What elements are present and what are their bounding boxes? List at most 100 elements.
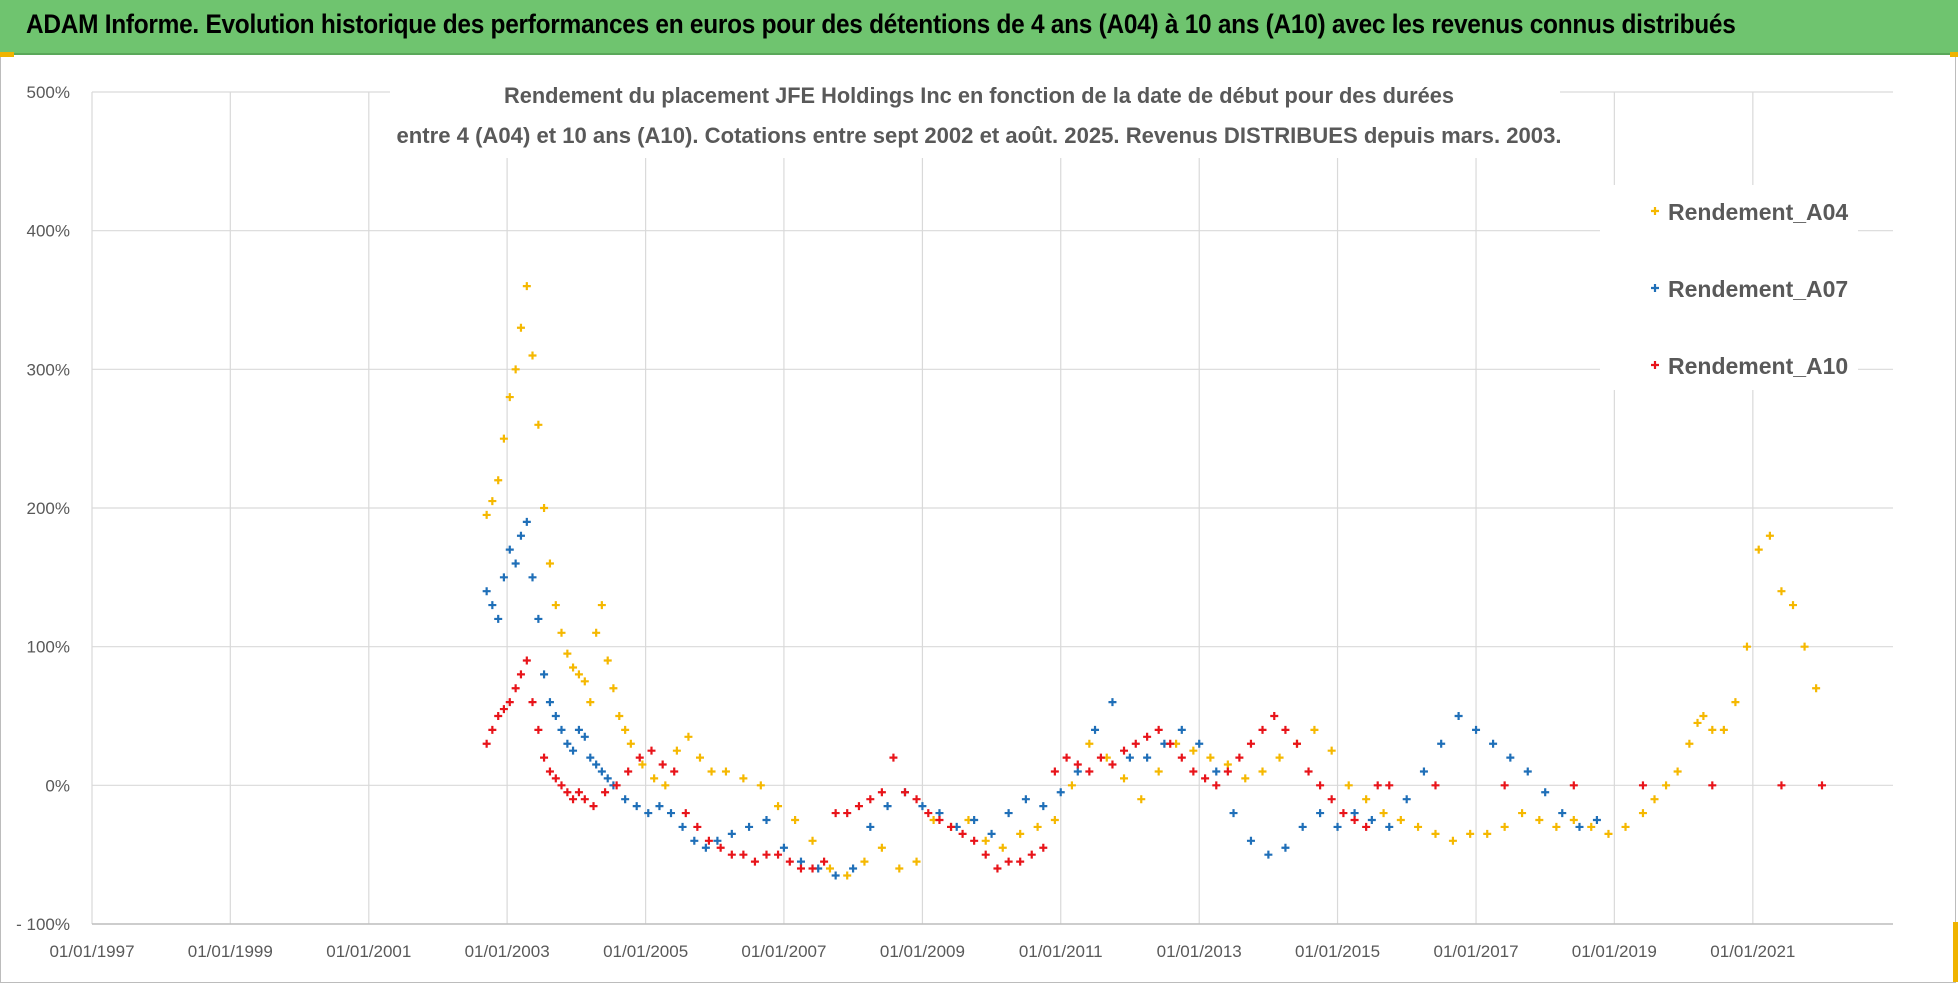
data-point (1004, 857, 1013, 866)
data-point (843, 871, 852, 880)
data-point (1223, 760, 1232, 769)
data-point (1506, 753, 1515, 762)
data-point (482, 510, 491, 519)
data-point (849, 864, 858, 873)
data-point (1662, 781, 1671, 790)
data-point (716, 843, 725, 852)
data-point (603, 656, 612, 665)
data-point (791, 816, 800, 824)
data-point (1125, 753, 1134, 762)
data-point (947, 822, 956, 831)
data-point (750, 857, 759, 866)
data-point (574, 788, 583, 797)
data-point (557, 725, 566, 734)
data-point (574, 670, 583, 679)
data-point (1396, 816, 1405, 824)
data-point (1137, 795, 1146, 804)
legend: Rendement_A04 Rendement_A07 Rendement_A10 (1651, 199, 1848, 379)
data-point (1212, 781, 1221, 790)
data-point (1292, 739, 1301, 748)
banner-title: ADAM Informe. Evolution historique des p… (26, 9, 1736, 39)
data-point (563, 788, 572, 797)
data-point (695, 753, 704, 762)
data-point (1437, 739, 1446, 748)
data-point (626, 739, 635, 748)
data-point (1073, 767, 1082, 776)
data-point (739, 850, 748, 859)
data-point (704, 836, 713, 845)
data-point (707, 767, 716, 776)
data-point (1518, 809, 1527, 818)
x-tick-label: 01/01/2007 (741, 942, 826, 961)
data-point (545, 698, 554, 707)
data-point (1818, 781, 1826, 790)
data-point (883, 802, 892, 811)
data-point (609, 684, 618, 693)
legend-label: Rendement_A07 (1668, 276, 1848, 302)
data-point (693, 822, 702, 831)
data-point (1777, 587, 1786, 596)
data-point (494, 712, 503, 720)
data-point (1206, 753, 1215, 762)
data-point (589, 802, 598, 811)
data-point (488, 725, 497, 734)
data-point (1385, 822, 1394, 831)
data-point (866, 795, 875, 804)
data-point (1650, 795, 1659, 804)
data-point (762, 816, 771, 824)
series-Rendement_A10 (482, 656, 1826, 873)
data-point (796, 864, 805, 873)
data-point (1166, 739, 1175, 748)
data-point (1246, 836, 1255, 845)
data-point (516, 670, 525, 679)
data-point (831, 809, 840, 818)
series-Rendement_A07 (482, 517, 1601, 880)
data-point (970, 836, 979, 845)
data-point (551, 774, 560, 783)
data-point (756, 781, 765, 790)
x-tick-label: 01/01/2013 (1157, 942, 1242, 961)
legend-label: Rendement_A10 (1668, 353, 1848, 379)
data-point (1258, 725, 1267, 734)
data-point (1327, 795, 1336, 804)
data-point (1638, 809, 1647, 818)
legend-background (1600, 185, 1858, 390)
data-point (987, 829, 996, 838)
chart-title-line2: entre 4 (A04) et 10 ans (A10). Cotations… (397, 123, 1562, 148)
data-point (981, 850, 990, 859)
x-tick-label: 01/01/2017 (1433, 942, 1518, 961)
data-point (1229, 809, 1238, 818)
data-point (877, 788, 886, 797)
x-tick-label: 01/01/2021 (1710, 942, 1795, 961)
data-point (1350, 809, 1359, 818)
data-point (1004, 809, 1013, 818)
y-tick-label: - 100% (16, 915, 70, 934)
data-point (632, 802, 641, 811)
data-point (540, 504, 549, 512)
data-point (482, 739, 491, 748)
data-point (621, 725, 630, 734)
data-point (825, 864, 834, 873)
legend-marker (1651, 284, 1659, 292)
data-point (895, 864, 904, 873)
data-point (586, 698, 595, 707)
data-point (1085, 739, 1094, 748)
x-tick-label: 01/01/2001 (326, 942, 411, 961)
data-point (1483, 829, 1492, 838)
data-point (808, 864, 817, 873)
data-point (494, 476, 503, 485)
data-point (1569, 781, 1578, 790)
data-point (1431, 781, 1440, 790)
data-point (528, 698, 537, 707)
data-point (866, 822, 875, 831)
x-axis: 01/01/1997 01/01/1999 01/01/2001 01/01/2003… (49, 942, 1795, 961)
data-point (499, 573, 508, 582)
data-point (1189, 767, 1198, 776)
data-point (1270, 712, 1279, 720)
x-tick-label: 01/01/1997 (49, 942, 134, 961)
data-point (615, 712, 624, 720)
data-point (1385, 781, 1394, 790)
data-point (540, 670, 549, 679)
data-point (586, 753, 595, 762)
data-point (1154, 767, 1163, 776)
